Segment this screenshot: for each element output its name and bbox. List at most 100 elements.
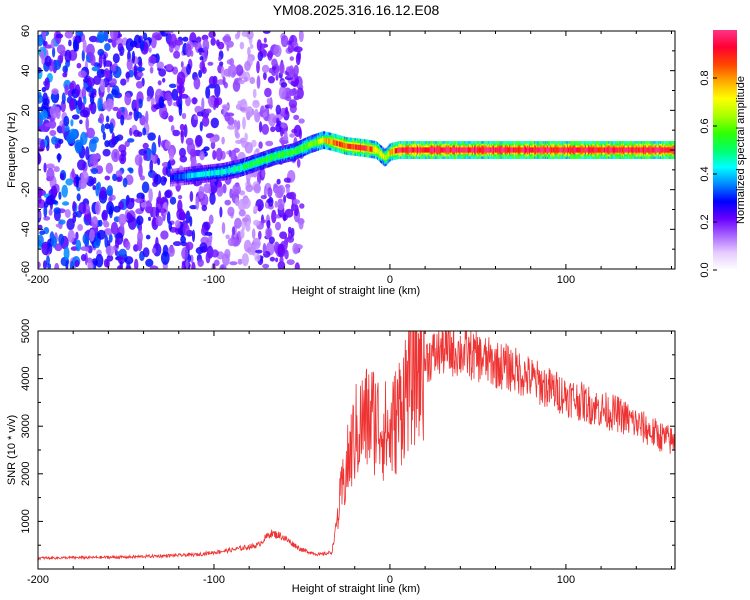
spectrogram-ridge-cell <box>252 161 254 167</box>
spectrogram-noise-blob <box>87 245 93 254</box>
spectrogram-noise-blob <box>158 96 165 109</box>
spectrogram-noise-blob <box>256 39 262 52</box>
spectrogram-noise-blob <box>105 162 114 174</box>
spectrogram-ridge-cell <box>528 147 531 153</box>
spectrogram-ridge-cell <box>478 147 480 153</box>
snr-x-label: Height of straight line (km) <box>292 583 420 595</box>
spectrogram-ridge-cell <box>664 147 666 153</box>
spectrogram-noise-blob <box>70 119 74 127</box>
spectrogram-noise-blob <box>210 249 219 258</box>
spectrogram-ridge-cell <box>612 147 614 153</box>
spectrogram-ridge-cell <box>277 152 279 159</box>
spectrogram-noise-blob <box>174 39 184 46</box>
spectrogram-ridge-cell <box>280 152 282 158</box>
spectrogram-ridge-cell <box>353 144 355 150</box>
spectrogram-ridge-cell <box>479 147 481 153</box>
spectrogram-ridge-cell <box>656 147 658 153</box>
spectrogram-noise-blob <box>50 94 56 101</box>
spectrogram-ridge-cell <box>405 147 407 153</box>
spectrogram-ridge-cell <box>198 172 200 178</box>
spectrogram-ridge-cell <box>332 139 334 145</box>
spectrogram-noise-blob <box>266 98 271 105</box>
spectrogram-ridge-cell <box>376 148 379 154</box>
spectrogram-noise-blob <box>131 50 136 64</box>
spectrogram-ridge-cell <box>639 147 641 153</box>
spectrogram-noise-blob <box>90 54 96 66</box>
spectrogram-noise-blob <box>128 167 134 174</box>
spectrogram-noise-blob <box>105 245 115 256</box>
spectrogram-ridge-cell <box>234 166 236 172</box>
spectrogram-noise-blob <box>127 138 135 143</box>
x-tick-label: -100 <box>203 274 225 286</box>
spectrogram-ridge-cell <box>509 147 512 153</box>
spectrogram-noise-blob <box>82 233 89 245</box>
spectrogram-noise-blob <box>242 116 246 130</box>
spectrogram-noise-blob <box>294 262 300 269</box>
spectrogram-noise-blob <box>38 118 42 124</box>
spectrogram-noise-blob <box>237 100 246 106</box>
spectrogram-noise-blob <box>181 247 189 260</box>
spectrogram-ridge-cell <box>668 147 670 153</box>
spectrogram-ridge-cell <box>498 147 500 153</box>
spectrogram-noise-blob <box>296 158 301 168</box>
spectrogram-ridge-cell <box>374 147 376 153</box>
spectrogram-ridge-cell <box>632 147 634 153</box>
spectrogram-ridge-cell <box>545 147 547 153</box>
spectrogram-ridge-cell <box>273 154 275 160</box>
spectrogram-noise-blob <box>227 65 231 78</box>
spectrogram-ridge-cell <box>199 171 201 178</box>
spectrogram-ridge-cell <box>553 147 555 153</box>
spectrogram-noise-blob <box>258 230 262 240</box>
spectrogram-ridge-cell <box>302 145 304 151</box>
spectrogram-ridge-cell <box>526 147 528 153</box>
spectrogram-ridge-cell <box>196 172 198 178</box>
spectrogram-noise-blob <box>151 142 157 156</box>
spectrogram-ridge-cell <box>246 163 248 169</box>
spectrogram-noise-blob <box>193 115 198 120</box>
spectrogram-ridge-cell <box>591 147 593 153</box>
spectrogram-noise-blob <box>75 174 79 188</box>
spectrogram-noise-blob <box>38 186 43 198</box>
spectrogram-noise-blob <box>134 198 143 203</box>
spectrogram-ridge-cell <box>515 147 517 153</box>
spectrogram-ridge-cell <box>402 147 404 153</box>
spectrogram-ridge-cell <box>191 172 193 178</box>
spectrogram-ridge-cell <box>236 166 238 172</box>
spectrogram-noise-blob <box>117 265 123 269</box>
spectrogram-ridge-cell <box>598 147 600 153</box>
spectrogram-ridge-cell <box>389 149 391 155</box>
spectrogram-ridge-cell <box>605 147 607 153</box>
spectrogram-ridge-cell <box>210 170 212 176</box>
spectrogram-ridge-cell <box>562 147 564 153</box>
spectrogram-noise-blob <box>244 60 251 72</box>
spectrogram-ridge-cell <box>225 168 228 174</box>
spectrogram-noise-blob <box>108 196 113 203</box>
spectrogram-noise-blob <box>251 228 256 239</box>
spectrogram-noise-blob <box>280 139 289 145</box>
spectrogram-noise-blob <box>47 194 56 205</box>
spectrogram-noise-blob <box>158 68 167 77</box>
spectrogram-ridge-cell <box>390 149 392 155</box>
spectrogram-ridge-cell <box>361 145 363 151</box>
spectrogram-noise-blob <box>53 166 60 173</box>
spectrogram-ridge-cell <box>304 144 306 150</box>
spectrogram-ridge-cell <box>467 147 469 153</box>
spectrogram-noise-blob <box>77 96 83 111</box>
spectrogram-ridge-cell <box>290 150 292 156</box>
colorbar-tick-label: 0.2 <box>699 214 711 229</box>
spectrogram-noise-blob <box>145 234 151 240</box>
spectrogram-noise-blob <box>149 159 153 173</box>
spectrogram-ridge-cell <box>488 147 490 153</box>
spectrogram-noise-blob <box>221 222 226 234</box>
spectrogram-noise-blob <box>135 111 142 119</box>
spectrogram-ridge-cell <box>537 147 539 153</box>
spectrogram-noise-blob <box>244 132 248 142</box>
spectrogram-noise-blob <box>148 188 153 203</box>
spectrogram-noise-blob <box>80 254 87 262</box>
spectrogram-ridge-cell <box>599 147 601 153</box>
spectrogram-noise-blob <box>243 76 248 83</box>
spectrogram-noise-blob <box>175 219 181 229</box>
spectrogram-ridge-cell <box>607 147 609 153</box>
spectrogram-ridge-cell <box>392 148 394 154</box>
spectrogram-noise-blob <box>261 64 270 73</box>
